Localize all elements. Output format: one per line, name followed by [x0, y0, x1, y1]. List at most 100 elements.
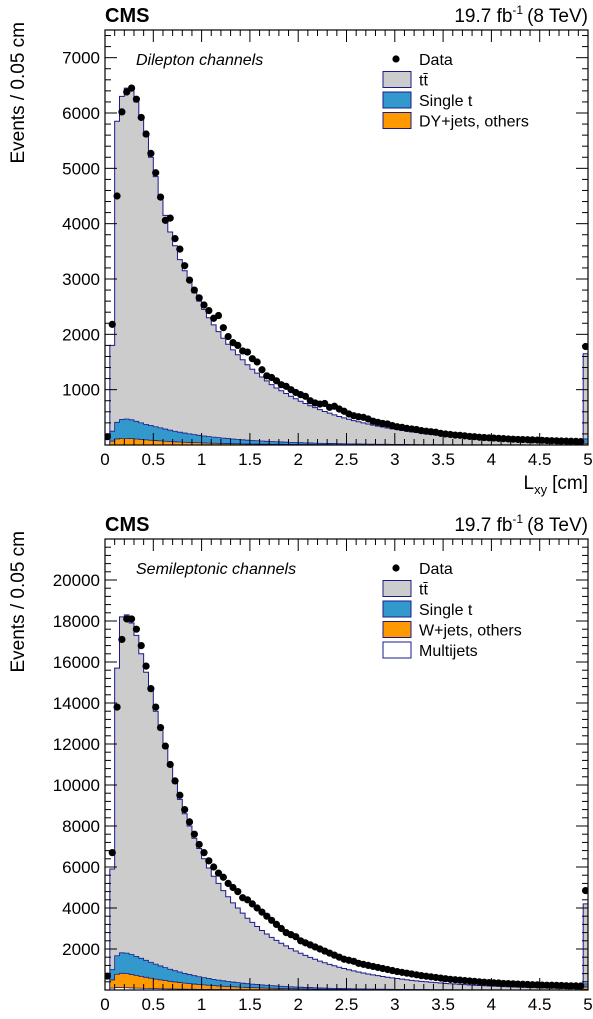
legend-data-marker	[392, 55, 399, 62]
data-point	[176, 246, 183, 253]
data-point	[205, 307, 212, 314]
legend-data-marker	[392, 564, 399, 571]
x-tick-label: 3	[390, 450, 399, 469]
x-axis-label-sub: xy	[534, 482, 548, 497]
y-tick-label: 18000	[53, 612, 100, 631]
x-tick-label: 4.5	[528, 995, 552, 1014]
data-point	[152, 169, 159, 176]
data-point	[225, 333, 232, 340]
y-axis-label: Events / 0.05 cm	[8, 531, 29, 673]
data-point	[128, 85, 135, 92]
data-point	[171, 777, 178, 784]
legend-label: Single t	[419, 93, 473, 110]
data-point	[191, 831, 198, 838]
x-tick-label: 4	[487, 995, 496, 1014]
x-tick-label: 0	[100, 995, 109, 1014]
data-point	[254, 358, 261, 365]
x-tick-label: 2.5	[335, 995, 359, 1014]
data-point	[258, 366, 265, 373]
data-point	[118, 636, 125, 643]
data-point	[171, 235, 178, 242]
x-axis-label-main: L	[524, 473, 535, 494]
y-tick-label: 2000	[62, 940, 100, 959]
legend-label: Single t	[419, 602, 473, 619]
channel-label: Dilepton channels	[136, 52, 263, 69]
data-point	[191, 286, 198, 293]
y-tick-label: 2000	[62, 325, 100, 344]
legend-label: Multijets	[419, 643, 478, 660]
y-tick-label: 7000	[62, 49, 100, 68]
chart-panel-semileptonic: 0 0.5 1 1.5 2 2.5 3 3.5 4 4.5 52000400060008000100…	[8, 512, 593, 1019]
data-point	[142, 130, 149, 137]
data-point	[133, 626, 140, 633]
data-point	[113, 704, 120, 711]
energy-label: (8 TeV)	[527, 515, 588, 536]
legend-label: Data	[419, 561, 453, 578]
data-point	[244, 348, 251, 355]
data-point	[167, 761, 174, 768]
data-point	[147, 685, 154, 692]
data-point	[196, 841, 203, 848]
x-tick-label: 2	[293, 450, 302, 469]
y-tick-label: 4000	[62, 215, 100, 234]
data-point	[118, 108, 125, 115]
data-point	[157, 724, 164, 731]
legend-swatch	[383, 92, 411, 108]
data-point	[128, 615, 135, 622]
y-tick-label: 4000	[62, 899, 100, 918]
x-tick-label: 2	[293, 995, 302, 1014]
data-point	[157, 194, 164, 201]
data-point	[109, 321, 116, 328]
x-tick-label: 4	[487, 450, 496, 469]
x-tick-label: 1.5	[238, 450, 262, 469]
data-point	[220, 324, 227, 331]
y-tick-label: 12000	[53, 735, 100, 754]
data-point	[234, 888, 241, 895]
data-point	[220, 874, 227, 881]
x-tick-label: 4.5	[528, 450, 552, 469]
data-point	[113, 192, 120, 199]
x-axis-label: Lxy[cm]	[524, 473, 588, 497]
lumi-exponent: -1	[512, 512, 523, 526]
legend-label: W+jets, others	[419, 623, 522, 640]
legend-swatch	[383, 642, 411, 658]
x-tick-label: 1	[197, 995, 206, 1014]
y-tick-label: 3000	[62, 270, 100, 289]
data-point	[181, 806, 188, 813]
y-tick-label: 1000	[62, 381, 100, 400]
plot-area	[104, 85, 589, 446]
data-point	[215, 312, 222, 319]
cms-label: CMS	[105, 514, 149, 536]
data-point	[152, 704, 159, 711]
lumi-value: 19.7 fb	[454, 6, 512, 27]
lumi-label: 19.7 fb-1 (8 TeV)	[454, 3, 588, 27]
data-point	[133, 96, 140, 103]
data-point	[181, 262, 188, 269]
legend-label: tt̄	[419, 73, 428, 90]
x-tick-label: 0.5	[141, 450, 165, 469]
lumi-exponent: -1	[512, 3, 523, 17]
data-point	[205, 857, 212, 864]
lumi-label: 19.7 fb-1 (8 TeV)	[454, 512, 588, 536]
data-point	[142, 663, 149, 670]
data-point	[162, 742, 169, 749]
data-point	[210, 863, 217, 870]
chart-panel-dilepton: 0 0.5 1 1.5 2 2.5 3 3.5 4 4.5 51000200030004000500…	[8, 3, 593, 497]
legend-swatch	[383, 113, 411, 129]
data-point	[138, 114, 145, 121]
legend-label: Data	[419, 52, 453, 69]
y-tick-label: 14000	[53, 694, 100, 713]
data-point	[176, 792, 183, 799]
legend-swatch	[383, 72, 411, 88]
data-point	[147, 150, 154, 157]
y-tick-label: 10000	[53, 776, 100, 795]
x-tick-label: 3.5	[431, 995, 455, 1014]
y-tick-label: 20000	[53, 571, 100, 590]
y-tick-label: 16000	[53, 653, 100, 672]
x-tick-label: 5	[583, 450, 592, 469]
data-point	[200, 849, 207, 856]
y-tick-label: 6000	[62, 104, 100, 123]
data-point	[138, 642, 145, 649]
y-axis-label: Events / 0.05 cm	[8, 22, 29, 164]
x-tick-label: 0.5	[141, 995, 165, 1014]
